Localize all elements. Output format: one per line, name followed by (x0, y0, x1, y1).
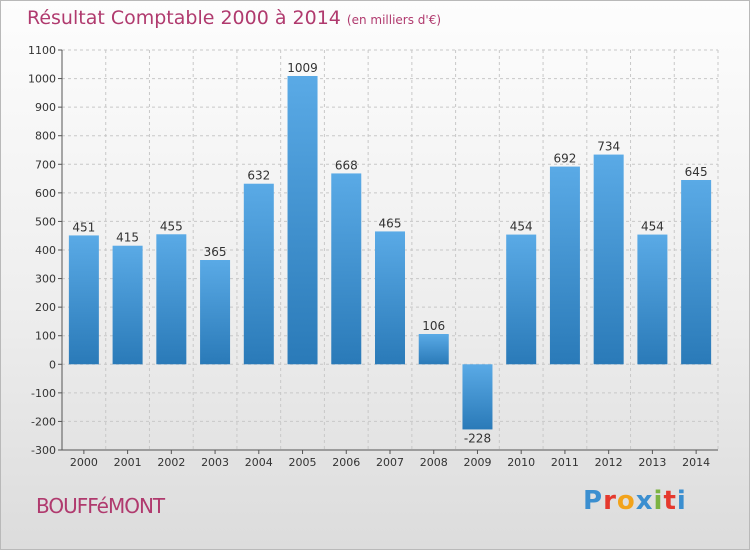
chart-title-text: Résultat Comptable 2000 à 2014 (27, 7, 341, 29)
bar (462, 364, 493, 430)
x-tick-label: 2009 (463, 456, 491, 469)
data-label: 451 (72, 220, 95, 234)
data-label: -228 (464, 431, 491, 445)
logo-letter: t (663, 486, 677, 516)
y-tick-label: 800 (35, 130, 56, 143)
x-tick-label: 2013 (638, 456, 666, 469)
bar (506, 234, 537, 365)
data-label: 632 (247, 169, 270, 183)
bar (200, 260, 231, 365)
y-tick-label: 600 (35, 187, 56, 200)
y-tick-label: 400 (35, 244, 56, 257)
y-tick-label: 0 (49, 358, 56, 371)
logo-letter: i (676, 486, 687, 516)
y-tick-label: 1100 (28, 44, 56, 57)
y-tick-label: 700 (35, 158, 56, 171)
data-label: 455 (160, 219, 183, 233)
bar (287, 76, 318, 365)
bar (681, 180, 712, 365)
logo-letter: r (603, 486, 617, 516)
bar (243, 183, 274, 365)
data-label: 365 (204, 245, 227, 259)
bar (549, 166, 580, 365)
proxiti-logo: Proxiti (583, 486, 687, 516)
bar (331, 173, 362, 365)
data-labels: 451 415 455 365 632 1009 668 465 106 -228 454 692 73… (72, 61, 707, 445)
data-label: 465 (379, 216, 402, 230)
bar (418, 334, 449, 365)
y-tick-label: 100 (35, 330, 56, 343)
x-tick-label: 2001 (114, 456, 142, 469)
bars (68, 76, 712, 430)
commune-name: BOUFFéMONT (36, 494, 165, 518)
x-tick-label: 2010 (507, 456, 535, 469)
bar (637, 234, 668, 365)
y-tick-label: 300 (35, 273, 56, 286)
y-tick-label: -100 (31, 387, 56, 400)
bar (156, 234, 187, 365)
bar (593, 154, 624, 365)
data-label: 454 (641, 220, 664, 234)
y-tick-label: 500 (35, 215, 56, 228)
x-tick-label: 2006 (332, 456, 360, 469)
y-tick-label: -300 (31, 444, 56, 457)
x-tick-label: 2005 (289, 456, 317, 469)
logo-letter: x (635, 486, 654, 516)
bar (375, 231, 405, 365)
x-tick-label: 2007 (376, 456, 404, 469)
data-label: 106 (422, 319, 445, 333)
data-label: 415 (116, 231, 139, 245)
x-tick-label: 2011 (551, 456, 579, 469)
data-label: 454 (510, 220, 533, 234)
y-tick-label: 900 (35, 101, 56, 114)
x-tick-label: 2002 (157, 456, 185, 469)
x-tick-label: 2014 (682, 456, 710, 469)
data-label: 668 (335, 158, 358, 172)
logo-letter: i (653, 486, 664, 516)
y-tick-label: 200 (35, 301, 56, 314)
bar (68, 235, 99, 365)
chart-subtitle: (en milliers d'€) (346, 13, 442, 27)
chart-title: Résultat Comptable 2000 à 2014 (en millie… (27, 7, 441, 29)
x-tick-label: 2008 (420, 456, 448, 469)
data-label: 734 (597, 140, 620, 154)
logo-letter: o (616, 486, 636, 516)
x-tick-label: 2000 (70, 456, 98, 469)
x-tick-label: 2003 (201, 456, 229, 469)
x-tick-label: 2012 (595, 456, 623, 469)
data-label: 645 (685, 165, 708, 179)
y-tick-label: 1000 (28, 73, 56, 86)
data-label: 692 (553, 152, 576, 166)
x-tick-label: 2004 (245, 456, 273, 469)
logo-letter: P (583, 486, 604, 516)
y-tick-label: -200 (31, 415, 56, 428)
bar (112, 245, 143, 365)
axes: -300 -200 -100 0 100 200 300 400 500 600 700 800 900… (28, 44, 718, 469)
data-label: 1009 (287, 61, 318, 75)
